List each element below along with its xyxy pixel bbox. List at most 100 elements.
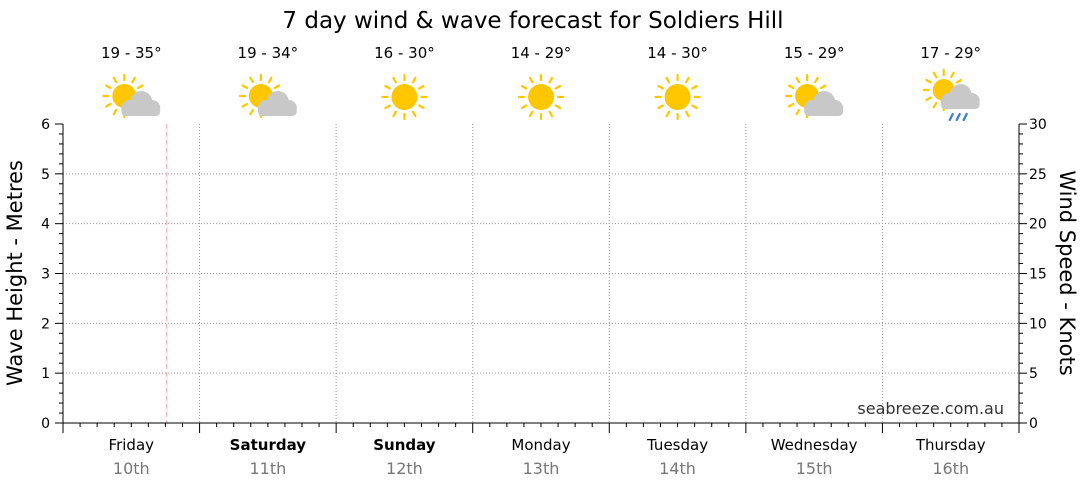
sun-ray (548, 76, 554, 84)
day-temperature: 19 - 35° (101, 44, 162, 62)
sun-ray (787, 84, 795, 90)
sun-ray (795, 108, 801, 116)
y2-tick-label: 15 (1029, 267, 1047, 283)
day-name-label: Thursday (915, 436, 986, 454)
sun-ray (665, 76, 671, 84)
sunny-icon (517, 73, 565, 121)
day-temperature: 17 - 29° (920, 44, 981, 62)
sun-ray (392, 76, 398, 84)
sun-ray (411, 110, 417, 118)
sun-ray (418, 84, 425, 90)
sun-ray (528, 110, 534, 118)
sun-ray (137, 84, 144, 90)
y2-tick-label: 20 (1029, 217, 1047, 233)
sun-ray (112, 108, 118, 116)
partly-cloudy-icon (238, 73, 297, 119)
y-tick-label: 0 (41, 416, 50, 432)
day-date-label: 13th (523, 459, 560, 478)
y-tick-label: 6 (41, 117, 50, 133)
day-temperature: 16 - 30° (374, 44, 435, 62)
y2-tick-label: 30 (1029, 117, 1047, 133)
day-date-label: 11th (249, 459, 286, 478)
showers-icon (922, 68, 980, 122)
y-axis-label: Wave Height - Metres (3, 160, 27, 386)
sun-ray (657, 84, 664, 90)
y-tick-label: 1 (41, 366, 50, 382)
cloud-shape (940, 84, 980, 109)
sun-ray (548, 110, 554, 118)
sun-ray (554, 104, 562, 110)
chart-title: 7 day wind & wave forecast for Soldiers … (282, 8, 783, 34)
sun-ray (819, 84, 827, 90)
sun-ray (112, 76, 118, 84)
cloud-shape (257, 91, 297, 116)
sunny-icon (654, 73, 701, 121)
sun-ray (267, 76, 273, 84)
sun-ray (104, 84, 112, 90)
day-temperature: 19 - 34° (238, 44, 299, 62)
sun-ray (384, 104, 391, 110)
y2-axis-label: Wind Speed - Knots (1055, 170, 1079, 375)
day-name-label: Saturday (230, 436, 307, 454)
sun-ray (684, 76, 690, 84)
sun-ray (249, 76, 254, 84)
sun-ray (795, 76, 801, 84)
sun-ray (249, 108, 254, 116)
sun-disc (664, 84, 691, 110)
sun-ray (520, 104, 528, 110)
sun-ray (273, 84, 281, 90)
y-tick-label: 5 (41, 167, 50, 183)
day-name-label: Sunday (373, 436, 436, 454)
rain-drop (955, 112, 961, 122)
day-date-label: 14th (659, 459, 696, 478)
sun-ray (950, 71, 955, 79)
day-date-label: 12th (386, 459, 423, 478)
sun-ray (691, 84, 698, 90)
y2-tick-label: 10 (1029, 316, 1047, 332)
day-date-label: 16th (932, 459, 969, 478)
cloud-base (940, 100, 980, 109)
day-name-label: Tuesday (646, 436, 708, 454)
y2-tick-label: 5 (1029, 366, 1038, 382)
day-name-label: Monday (511, 436, 570, 454)
cloud-base (257, 107, 297, 116)
sun-ray (955, 78, 963, 84)
y2-tick-label: 25 (1029, 167, 1047, 183)
sun-ray (932, 101, 938, 109)
sun-ray (241, 84, 249, 90)
rain-drop (962, 112, 968, 122)
rain-drop (948, 112, 954, 122)
sun-ray (554, 84, 562, 90)
sun-ray (691, 104, 698, 110)
y-tick-label: 3 (41, 267, 50, 283)
cloud-base (121, 107, 161, 116)
partly-cloudy-icon (102, 73, 161, 119)
sun-ray (814, 76, 819, 84)
sun-ray (657, 104, 664, 110)
sun-ray (925, 96, 932, 102)
sun-ray (528, 76, 534, 84)
sunny-icon (381, 73, 428, 121)
partly-cloudy-icon (785, 73, 844, 119)
cloud-shape (804, 91, 844, 116)
sun-ray (665, 110, 671, 118)
sun-ray (392, 110, 398, 118)
sun-ray (131, 76, 136, 84)
y-tick-label: 2 (41, 316, 50, 332)
cloud-shape (121, 91, 161, 116)
sun-ray (411, 76, 417, 84)
sun-ray (932, 71, 938, 79)
day-temperature: 14 - 29° (511, 44, 572, 62)
cloud-base (804, 107, 844, 116)
sun-ray (384, 84, 391, 90)
day-temperature: 14 - 30° (647, 44, 708, 62)
sun-ray (520, 84, 528, 90)
sun-ray (241, 102, 249, 108)
credit-text: seabreeze.com.au (857, 399, 1004, 418)
sun-ray (104, 102, 112, 108)
sun-disc (391, 84, 418, 110)
day-name-label: Friday (109, 436, 155, 454)
day-name-label: Wednesday (771, 436, 858, 454)
sun-ray (925, 78, 932, 84)
